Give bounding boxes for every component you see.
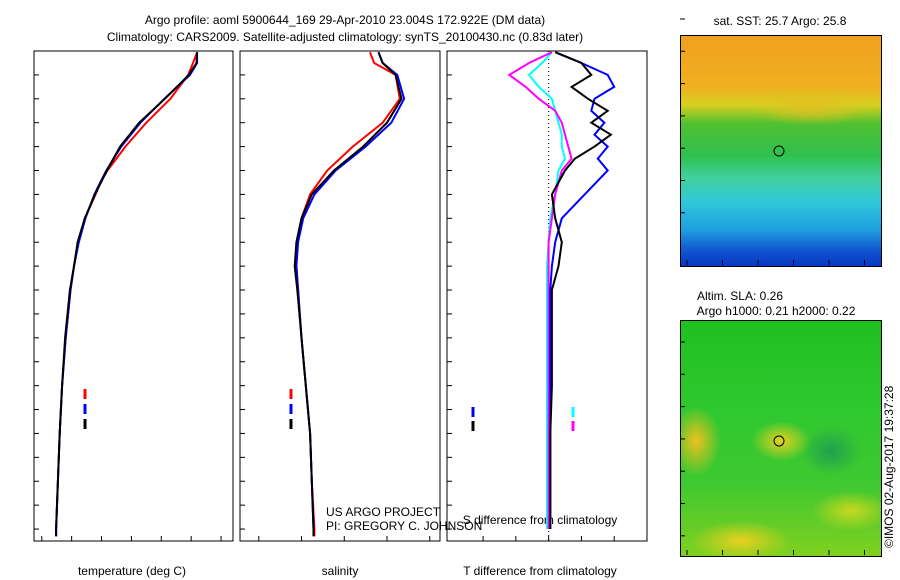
title-line1: Argo profile: aoml 5900644_169 29-Apr-20… xyxy=(145,13,545,27)
project-line1: US ARGO PROJECT xyxy=(326,505,441,519)
argo-location-marker-sla xyxy=(773,435,785,447)
profile-line-satellite-adj-clim- xyxy=(295,51,406,537)
sst-map-title: sat. SST: 25.7 Argo: 25.8 xyxy=(714,14,847,28)
profile-line-s-satellite-x- xyxy=(527,51,567,529)
title-line2: Climatology: CARS2009. Satellite-adjuste… xyxy=(107,30,583,44)
axes-box-2 xyxy=(446,50,648,542)
sla-map-title1: Altim. SLA: 0.26 xyxy=(697,289,783,303)
project-line2: PI: GREGORY C. JOHNSON xyxy=(326,519,482,533)
profile-line-t-satellite xyxy=(549,51,616,529)
axes-box-1 xyxy=(239,50,441,542)
profile-line-climatology xyxy=(55,51,199,537)
sdiff-xlabel: S difference from climatology xyxy=(463,513,618,527)
credit: ©IMOS 02-Aug-2017 19:37:28 xyxy=(882,385,896,548)
tdiff-xlabel: T difference from climatology xyxy=(463,564,617,578)
profile-line-s-argo-x- xyxy=(507,51,573,529)
sst-map xyxy=(680,35,882,267)
sal-xlabel: salinity xyxy=(322,564,359,578)
sla-map-title2: Argo h1000: 0.21 h2000: 0.22 xyxy=(697,304,856,318)
axes-box-0 xyxy=(33,50,234,542)
profile-line-satellite-adj-clim- xyxy=(55,52,199,537)
profile-line-argo-raw-qc- xyxy=(293,51,403,537)
temp-xlabel: temperature (deg C) xyxy=(78,564,186,578)
argo-location-marker-sst xyxy=(773,145,785,157)
profile-line-t-argo xyxy=(549,51,613,529)
sla-map xyxy=(680,320,882,557)
profile-line-argo-raw-qc- xyxy=(55,52,199,537)
